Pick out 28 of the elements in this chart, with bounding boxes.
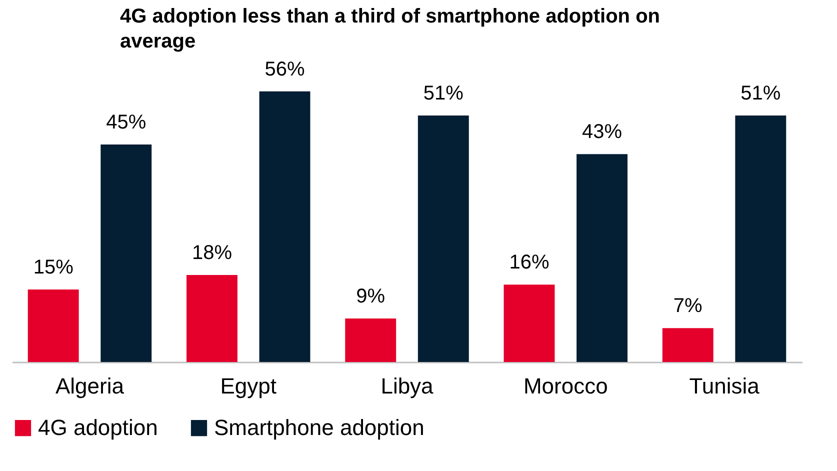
data-label: 15% <box>33 256 74 278</box>
bar <box>735 116 786 362</box>
x-tick-label: Tunisia <box>689 374 760 398</box>
data-label: 45% <box>106 112 146 134</box>
bar <box>662 328 714 362</box>
bar <box>418 116 469 362</box>
bar <box>576 154 628 362</box>
data-label: 51% <box>423 82 464 104</box>
data-label: 16% <box>509 252 550 274</box>
data-label: 18% <box>192 242 232 264</box>
legend-label: 4G adoption <box>38 415 158 440</box>
data-label: 51% <box>740 82 781 104</box>
bar <box>100 144 152 362</box>
data-label: 9% <box>356 286 386 308</box>
bar <box>345 318 396 362</box>
data-label: 43% <box>582 121 622 144</box>
x-tick-label: Egypt <box>220 374 276 398</box>
data-label: 56% <box>264 58 305 80</box>
x-tick-label: Morocco <box>523 374 608 398</box>
x-tick-label: Libya <box>380 374 434 398</box>
chart-title: 4G adoption less than a third of smartphone adoption on average <box>120 5 660 52</box>
legend-label: Smartphone adoption <box>214 415 424 440</box>
bar <box>504 284 555 362</box>
bar <box>259 91 310 362</box>
data-label: 7% <box>673 295 703 318</box>
bar <box>28 290 79 362</box>
x-tick-label: Algeria <box>55 374 125 398</box>
bar <box>186 275 238 362</box>
